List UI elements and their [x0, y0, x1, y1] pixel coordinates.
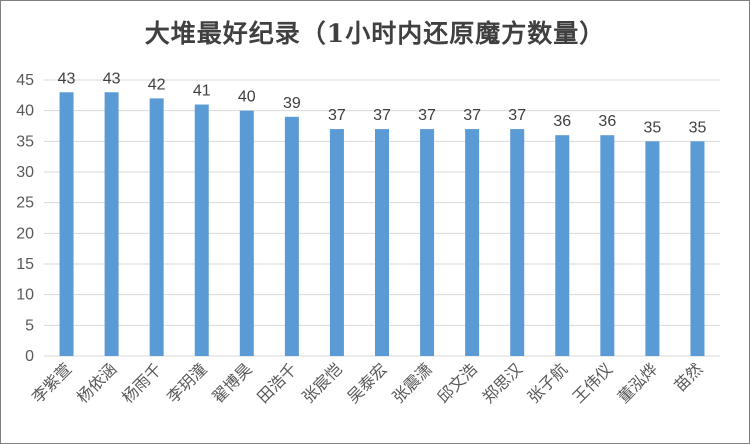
- data-label: 37: [508, 107, 526, 124]
- bar: [465, 129, 480, 356]
- bar: [510, 129, 525, 356]
- y-tick-label: 20: [16, 225, 34, 242]
- data-label: 37: [463, 107, 481, 124]
- x-tick-label: 张宸恺: [298, 359, 345, 406]
- x-tick-label: 李玥潼: [163, 359, 210, 406]
- x-tick-label: 吴泰宏: [343, 359, 390, 406]
- data-label: 39: [283, 95, 301, 112]
- y-axis: 0 5 10 15 20 25 30 35 40 45: [16, 72, 34, 365]
- bar: [420, 129, 435, 356]
- x-tick-label: 李紫萱: [28, 359, 75, 406]
- bar: [375, 129, 389, 356]
- data-label: 37: [373, 107, 391, 124]
- x-tick-label: 翟博昊: [208, 359, 255, 406]
- data-label: 37: [418, 107, 436, 124]
- y-tick-label: 40: [16, 103, 34, 120]
- data-label: 40: [238, 89, 256, 106]
- x-tick-label: 张子航: [524, 359, 571, 406]
- bar: [59, 92, 74, 357]
- data-label: 42: [148, 76, 166, 93]
- data-label: 36: [598, 113, 616, 130]
- x-tick-label: 董泓烨: [614, 359, 661, 406]
- x-axis: 李紫萱杨依涵杨雨千李玥潼翟博昊田浩千张宸恺吴泰宏张震潇邱文浩郑思汉张子航王伟仪董…: [28, 359, 706, 406]
- bar: [284, 116, 299, 356]
- x-tick-label: 田浩千: [253, 359, 300, 406]
- data-label: 36: [553, 113, 571, 130]
- bar: [329, 129, 344, 356]
- x-tick-label: 杨依涵: [73, 359, 120, 406]
- y-tick-label: 15: [16, 256, 34, 273]
- bar: [600, 135, 615, 356]
- y-tick-label: 35: [16, 133, 34, 150]
- x-tick-label: 郑思汉: [479, 359, 526, 406]
- chart-title: 大堆最好纪录（1小时内还原魔方数量）: [144, 19, 606, 48]
- y-tick-label: 25: [16, 195, 34, 212]
- y-tick-label: 30: [16, 164, 34, 181]
- data-label: 43: [58, 70, 76, 87]
- bars: [59, 92, 705, 357]
- bar: [104, 92, 119, 357]
- y-tick-label: 45: [16, 72, 34, 89]
- data-label: 43: [103, 70, 121, 87]
- data-label: 35: [644, 119, 662, 136]
- x-tick-label: 杨雨千: [118, 359, 165, 406]
- x-tick-label: 苗然: [670, 359, 706, 395]
- data-label: 37: [328, 107, 346, 124]
- y-tick-label: 5: [25, 317, 34, 334]
- bar: [194, 104, 209, 357]
- y-tick-label: 10: [16, 287, 34, 304]
- bar: [149, 98, 164, 357]
- x-tick-label: 王伟仪: [569, 359, 616, 406]
- data-label: 35: [689, 119, 707, 136]
- bar: [645, 141, 660, 356]
- x-tick-label: 邱文浩: [434, 359, 481, 406]
- bar: [690, 141, 705, 356]
- y-tick-label: 0: [25, 348, 34, 365]
- x-tick-label: 张震潇: [389, 359, 436, 406]
- data-label: 41: [193, 83, 211, 100]
- data-labels: 43 43 42 41 40 39 37 37 37 37 37 36 36 35 35: [58, 70, 707, 136]
- bar: [555, 135, 570, 356]
- bar: [239, 110, 254, 357]
